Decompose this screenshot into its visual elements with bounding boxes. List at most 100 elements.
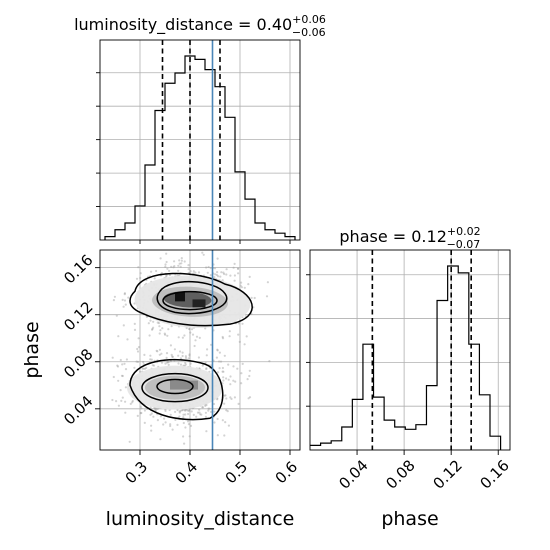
scatter-point [225, 273, 228, 276]
lum-marginal-frame [99, 39, 301, 241]
scatter-point [213, 410, 216, 413]
phase-xtick-label: 0.08 [382, 456, 418, 492]
scatter-point [216, 398, 219, 401]
scatter-point [219, 275, 222, 278]
contour-lower-inner [156, 378, 194, 395]
scatter-point [152, 320, 155, 323]
scatter-point [153, 277, 156, 280]
scatter-point [207, 407, 210, 410]
scatter-point [210, 410, 213, 413]
scatter-point [160, 361, 164, 364]
scatter-point [216, 349, 219, 352]
scatter-point [150, 358, 153, 361]
scatter-point [123, 299, 127, 302]
scatter-point [126, 338, 129, 341]
scatter-point [236, 367, 239, 370]
joint-panel: 0.3 0.4 0.5 0.6 0.04 0.08 0.12 0.16 [60, 249, 301, 487]
scatter-point [131, 401, 134, 404]
scatter-point [221, 419, 224, 422]
scatter-point [117, 379, 120, 382]
scatter-point [188, 327, 191, 331]
scatter-point [200, 413, 203, 416]
scatter-point [201, 406, 204, 409]
scatter-point [139, 272, 142, 275]
scatter-point [112, 375, 115, 379]
scatter-point [189, 270, 192, 273]
scatter-point [143, 367, 147, 370]
scatter-point [221, 366, 224, 370]
scatter-point [163, 417, 166, 420]
scatter-point [215, 356, 218, 359]
scatter-point [182, 416, 185, 419]
scatter-point [137, 346, 141, 349]
x-axis-label-left: luminosity_distance [106, 508, 295, 530]
scatter-point [160, 271, 163, 275]
scatter-point [159, 415, 162, 418]
scatter-point [121, 374, 124, 378]
scatter-point [192, 270, 195, 273]
scatter-point [206, 348, 209, 351]
contour-upper-outer [129, 272, 253, 327]
scatter-point [147, 322, 150, 325]
scatter-point [142, 360, 145, 364]
scatter-point [161, 327, 164, 330]
scatter-point [143, 353, 146, 356]
scatter-point [158, 332, 161, 335]
scatter-point [150, 424, 153, 427]
scatter-point [150, 412, 153, 415]
scatter-point [195, 335, 199, 338]
scatter-point [120, 374, 124, 377]
scatter-point [221, 337, 225, 340]
scatter-point [149, 406, 152, 409]
joint-ytick-label: 0.16 [60, 251, 96, 287]
scatter-point [187, 423, 190, 426]
scatter-point [194, 339, 197, 342]
scatter-point [240, 382, 243, 385]
scatter-point [229, 274, 232, 277]
scatter-point [225, 377, 228, 380]
scatter-point [121, 298, 124, 301]
scatter-point [123, 292, 126, 295]
lum-marginal-panel [96, 39, 301, 244]
scatter-point [143, 421, 146, 424]
scatter-point [240, 286, 243, 289]
scatter-point [184, 361, 187, 364]
scatter-point [248, 369, 251, 372]
scatter-point [171, 355, 174, 358]
scatter-point [246, 378, 249, 381]
scatter-point [165, 356, 168, 359]
scatter-point [232, 266, 235, 269]
scatter-point [136, 347, 139, 351]
scatter-point [136, 350, 140, 353]
scatter-point [177, 362, 180, 365]
contour-upper-mid [156, 280, 228, 315]
scatter-point [115, 400, 118, 403]
joint-ytick-label: 0.12 [60, 298, 96, 334]
scatter-point [201, 364, 204, 367]
scatter-point [140, 407, 143, 410]
scatter-point [169, 424, 172, 428]
scatter-point [173, 260, 176, 263]
contour-upper-inner [162, 290, 218, 311]
scatter-point [165, 274, 168, 277]
scatter-point [197, 271, 201, 274]
scatter-point [178, 411, 181, 414]
scatter-point [182, 435, 185, 438]
scatter-point [156, 321, 159, 324]
scatter-point [191, 333, 195, 336]
scatter-point [236, 267, 240, 270]
scatter-point [149, 354, 152, 357]
scatter-point [222, 379, 225, 382]
scatter-point [182, 413, 185, 416]
scatter-point [168, 274, 171, 277]
scatter-point [228, 330, 231, 333]
scatter-point [188, 353, 191, 356]
phase-title-sup: +0.02 [447, 225, 481, 238]
scatter-point [218, 351, 221, 354]
scatter-point [169, 413, 172, 416]
scatter-point [124, 400, 127, 403]
scatter-point [193, 344, 196, 348]
scatter-point [226, 410, 229, 413]
scatter-point [202, 253, 205, 256]
